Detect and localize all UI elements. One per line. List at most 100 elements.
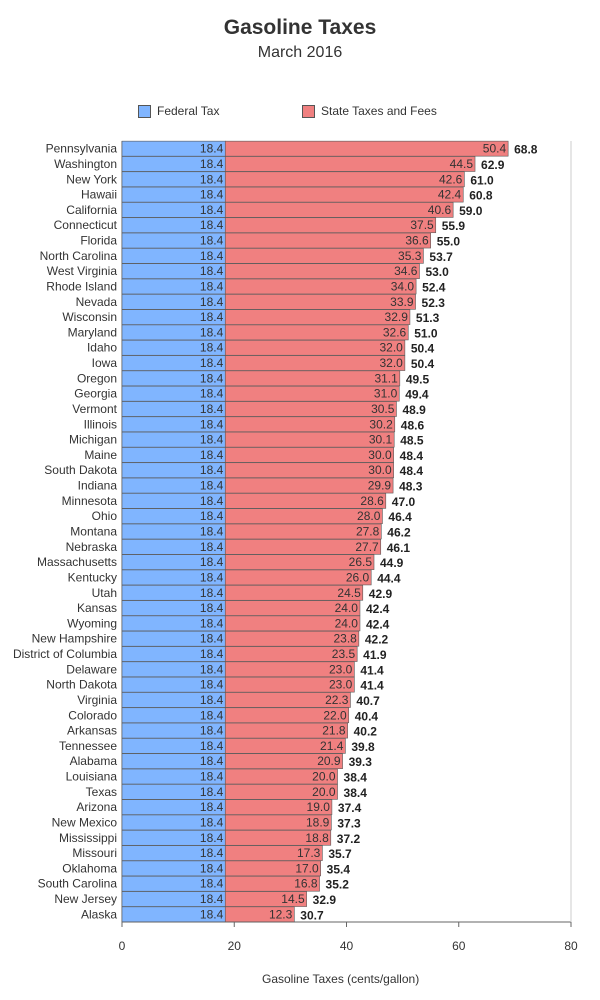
y-tick-label: North Dakota [46,678,117,692]
y-tick-label: New Jersey [54,892,117,906]
bar-state [224,217,437,234]
y-tick-label: Idaho [87,341,117,355]
data-label-state: 19.0 [307,800,331,814]
data-label-total: 52.4 [422,280,446,294]
data-label-federal: 18.4 [200,540,224,554]
data-label-state: 23.0 [329,662,353,676]
bar-state [224,600,361,616]
bar-state [224,523,382,540]
data-label-federal: 18.4 [200,356,224,370]
data-label-total: 40.7 [356,694,380,708]
data-label-total: 48.5 [400,434,424,448]
data-label-federal: 18.4 [200,861,224,875]
data-label-federal: 18.4 [200,525,224,539]
data-label-state: 27.8 [356,525,380,539]
bar-state [224,293,416,310]
bar-state [224,906,295,923]
y-tick-label: Arkansas [67,724,117,738]
bar-state [224,891,307,907]
y-tick-label: Wyoming [67,616,117,630]
data-label-state: 22.0 [323,708,347,722]
y-tick-label: Connecticut [54,218,118,232]
y-tick-label: Rhode Island [46,279,117,293]
data-label-federal: 18.4 [200,570,224,584]
data-label-federal: 18.4 [200,218,224,232]
data-label-federal: 18.4 [200,234,224,248]
legend-item-federal[interactable]: Federal Tax [138,103,219,119]
data-label-total: 51.3 [416,311,440,325]
y-tick-label: Colorado [68,708,117,722]
data-label-total: 61.0 [470,173,494,187]
data-label-total: 42.9 [369,587,393,601]
data-label-federal: 18.4 [200,417,224,431]
data-label-total: 47.0 [392,495,416,509]
data-label-total: 49.4 [405,388,429,402]
bar-state [224,661,355,678]
data-label-total: 62.9 [481,158,505,172]
y-tick-label: New Hampshire [32,632,118,646]
bar-state [224,508,383,524]
data-label-state: 34.0 [391,279,415,293]
data-label-state: 20.0 [312,785,336,799]
y-tick-label: Wisconsin [62,310,117,324]
data-label-state: 42.4 [438,188,462,202]
data-label-total: 49.5 [406,372,430,386]
data-label-federal: 18.4 [200,172,224,186]
data-label-federal: 18.4 [200,785,224,799]
data-label-state: 29.9 [368,479,392,493]
y-tick-label: California [66,203,117,217]
data-label-total: 39.8 [351,740,375,754]
y-tick-label: District of Columbia [13,647,117,661]
data-label-state: 23.0 [329,678,353,692]
data-label-state: 36.6 [405,234,429,248]
bar-state [224,339,406,356]
data-label-total: 46.1 [387,541,411,555]
data-label-total: 42.4 [366,602,390,616]
data-label-state: 24.5 [337,586,361,600]
data-label-state: 18.9 [306,815,330,829]
y-tick-label: Tennessee [59,739,117,753]
data-label-state: 21.8 [322,724,346,738]
y-tick-label: Delaware [66,662,117,676]
bar-state [224,171,465,188]
bar-state [224,156,476,172]
data-label-total: 41.9 [363,648,387,662]
data-label-federal: 18.4 [200,479,224,493]
chart-subtitle: March 2016 [257,44,343,61]
data-label-federal: 18.4 [200,693,224,707]
data-label-total: 46.4 [388,510,412,524]
bar-state [224,416,396,433]
data-label-total: 42.4 [366,617,390,631]
data-label-total: 68.8 [514,143,538,157]
data-label-federal: 18.4 [200,877,224,891]
data-label-state: 23.8 [333,632,357,646]
data-label-federal: 18.4 [200,325,224,339]
data-label-total: 55.0 [437,235,461,249]
data-label-federal: 18.4 [200,279,224,293]
bar-state [224,845,323,861]
data-label-state: 17.0 [295,861,319,875]
y-tick-label: Vermont [72,402,117,416]
data-label-federal: 18.4 [200,387,224,401]
data-label-federal: 18.4 [200,586,224,600]
legend-item-state[interactable]: State Taxes and Fees [302,103,437,119]
data-label-federal: 18.4 [200,678,224,692]
data-label-state: 32.9 [385,310,409,324]
x-tick-label: 20 [228,939,242,953]
bar-state [224,370,401,387]
data-label-state: 23.5 [332,647,356,661]
data-label-total: 60.8 [469,189,493,203]
y-tick-label: South Carolina [38,877,118,891]
y-tick-label: Washington [54,157,117,171]
data-label-federal: 18.4 [200,708,224,722]
data-label-state: 40.6 [428,203,452,217]
bar-state [224,875,320,892]
x-tick-label: 0 [119,939,126,953]
y-tick-label: North Carolina [40,249,118,263]
y-tick-label: Florida [80,234,117,248]
legend-label-federal: Federal Tax [157,104,220,118]
data-label-total: 53.0 [425,265,449,279]
y-tick-label: Montana [70,525,117,539]
y-tick-label: Nevada [76,295,118,309]
